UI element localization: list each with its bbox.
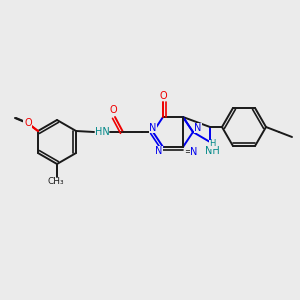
Text: =: = (184, 148, 191, 157)
Text: N: N (190, 147, 198, 157)
Text: O: O (159, 91, 167, 101)
Text: O: O (109, 105, 117, 115)
Text: N: N (155, 146, 163, 156)
Text: O: O (24, 118, 32, 128)
Text: NH: NH (205, 146, 219, 156)
Text: HN: HN (94, 127, 110, 137)
Text: O: O (23, 118, 31, 128)
Text: N: N (194, 123, 202, 133)
Text: N: N (149, 123, 157, 133)
Text: CH₃: CH₃ (48, 178, 64, 187)
Text: H: H (209, 140, 215, 148)
